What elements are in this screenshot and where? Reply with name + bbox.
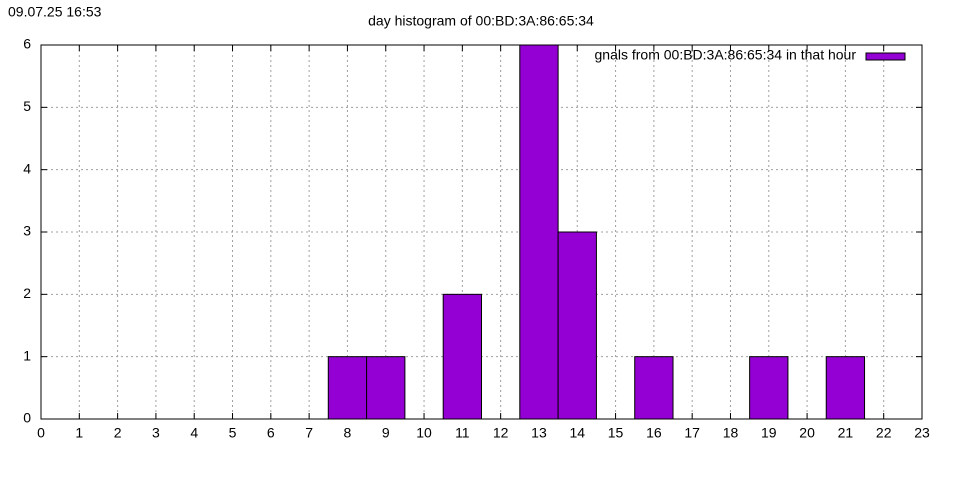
- x-tick-label: 21: [838, 425, 854, 441]
- x-tick-label: 3: [152, 425, 160, 441]
- x-tick-label: 22: [876, 425, 892, 441]
- legend-swatch: [865, 52, 906, 61]
- x-tick-label: 10: [416, 425, 432, 441]
- x-tick-label: 19: [761, 425, 777, 441]
- x-tick-label: 23: [914, 425, 930, 441]
- bar: [557, 231, 597, 420]
- bar: [442, 293, 482, 420]
- bar: [327, 356, 368, 420]
- y-tick-label: 5: [23, 98, 31, 114]
- x-tick-label: 16: [646, 425, 662, 441]
- x-tick-label: 9: [382, 425, 390, 441]
- x-tick-label: 7: [305, 425, 313, 441]
- x-tick-label: 11: [455, 425, 470, 441]
- y-tick-label: 2: [23, 285, 31, 301]
- x-tick-label: 13: [531, 425, 547, 441]
- y-tick-label: 0: [23, 410, 31, 426]
- bar: [366, 356, 406, 420]
- bar: [749, 356, 789, 420]
- x-tick-label: 0: [37, 425, 45, 441]
- bar: [519, 44, 559, 420]
- bar: [825, 356, 866, 420]
- x-tick-label: 12: [493, 425, 509, 441]
- x-tick-label: 14: [569, 425, 585, 441]
- y-tick-label: 3: [23, 223, 31, 239]
- y-tick-label: 4: [23, 160, 31, 176]
- x-tick-label: 6: [267, 425, 275, 441]
- x-tick-label: 17: [684, 425, 700, 441]
- chart-title: day histogram of 00:BD:3A:86:65:34: [368, 13, 594, 29]
- x-tick-label: 15: [608, 425, 624, 441]
- x-tick-label: 1: [75, 425, 83, 441]
- x-tick-label: 4: [190, 425, 198, 441]
- timestamp: 09.07.25 16:53: [8, 4, 102, 20]
- x-tick-label: 2: [114, 425, 122, 441]
- x-tick-label: 8: [344, 425, 352, 441]
- plot-border: [40, 44, 923, 420]
- y-tick-label: 6: [23, 36, 31, 52]
- legend-label: gnals from 00:BD:3A:86:65:34 in that hou…: [595, 47, 857, 63]
- x-tick-label: 5: [229, 425, 237, 441]
- bar: [634, 356, 674, 420]
- x-tick-label: 20: [799, 425, 815, 441]
- x-tick-label: 18: [723, 425, 739, 441]
- y-tick-label: 1: [23, 347, 31, 363]
